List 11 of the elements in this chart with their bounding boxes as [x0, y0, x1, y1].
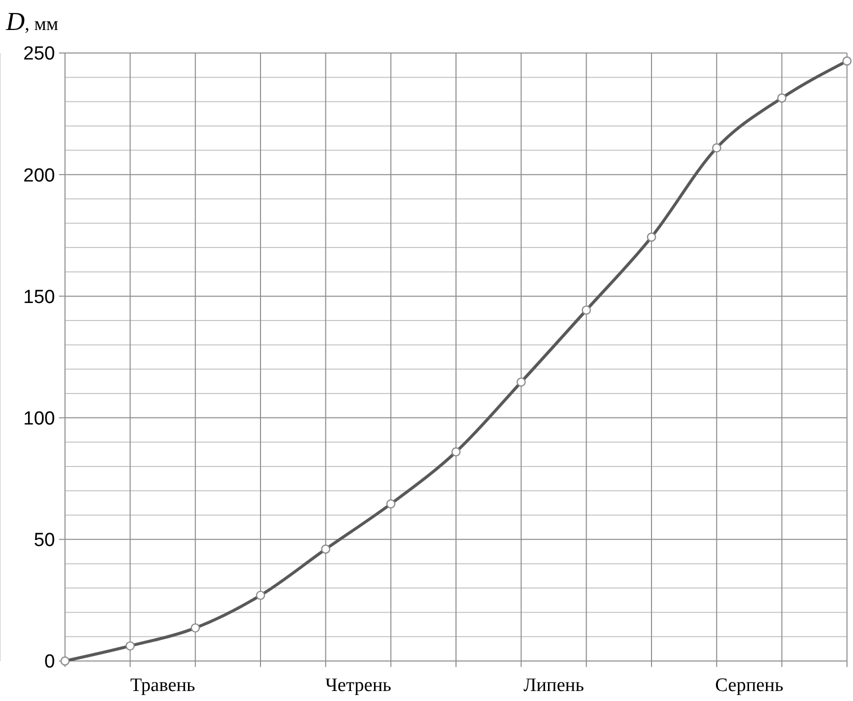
y-tick-label: 250: [23, 44, 55, 65]
y-tick-label: 0: [44, 652, 55, 673]
y-tick-label: 200: [23, 165, 55, 186]
y-tick-label: 50: [34, 530, 55, 552]
y-axis-title: D, мм: [5, 7, 58, 36]
y-tick-label: 100: [23, 408, 55, 430]
y-tick-label: 150: [23, 286, 55, 308]
text: Травень: [130, 675, 196, 696]
text: Серпень: [715, 675, 784, 696]
text: Липень: [524, 675, 584, 696]
text: Четрень: [325, 675, 392, 696]
